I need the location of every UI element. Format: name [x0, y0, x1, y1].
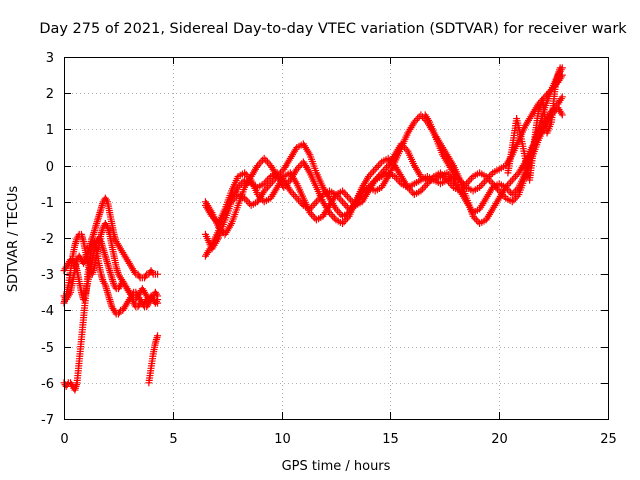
y-tick-label: -3 — [41, 268, 54, 283]
data-point-marker — [464, 178, 472, 186]
y-tick-label: -4 — [41, 304, 54, 319]
data-point-marker — [420, 183, 428, 191]
x-tick-label: 20 — [491, 432, 508, 447]
data-point-marker — [479, 180, 487, 188]
data-point-marker — [337, 196, 345, 204]
y-tick-label: 1 — [46, 123, 54, 138]
data-point-marker — [340, 200, 348, 208]
data-point-marker — [142, 272, 150, 280]
y-axis-label: SDTVAR / TECUs — [6, 186, 21, 293]
data-point-marker — [265, 182, 273, 190]
data-points — [60, 64, 566, 394]
data-point-marker — [263, 176, 271, 184]
data-point-marker — [558, 93, 566, 101]
data-point-marker — [260, 154, 268, 162]
data-point-marker — [154, 292, 162, 300]
y-tick-label: -1 — [41, 196, 54, 211]
x-tick-label: 15 — [382, 432, 399, 447]
data-point-marker — [409, 189, 417, 197]
data-point-marker — [345, 194, 353, 202]
data-point-marker — [370, 167, 378, 175]
data-point-marker — [510, 174, 518, 182]
data-point-marker — [268, 178, 276, 186]
data-point-marker — [466, 176, 474, 184]
x-tick-label: 0 — [60, 432, 68, 447]
y-tick-label: -2 — [41, 232, 54, 247]
plot-frame — [64, 57, 609, 420]
series-track-5 — [145, 332, 162, 387]
data-point-marker — [257, 158, 265, 166]
chart-title: Day 275 of 2021, Sidereal Day-to-day VTE… — [39, 21, 627, 37]
data-point-marker — [558, 111, 566, 119]
data-point-marker — [485, 176, 493, 184]
data-point-marker — [512, 172, 520, 180]
x-tick-label: 25 — [600, 432, 617, 447]
data-point-marker — [135, 272, 143, 280]
data-point-marker — [481, 178, 489, 186]
data-point-marker — [291, 192, 299, 200]
data-point-marker — [311, 200, 319, 208]
data-point-marker — [556, 64, 564, 72]
data-point-marker — [414, 115, 422, 123]
data-point-marker — [290, 191, 298, 199]
data-point-marker — [329, 212, 337, 220]
x-tick-label: 10 — [274, 432, 291, 447]
series-track-11 — [504, 64, 564, 184]
y-tick-label: 3 — [46, 51, 54, 66]
data-point-marker — [374, 162, 382, 170]
data-point-marker — [337, 210, 345, 218]
data-point-marker — [154, 299, 162, 307]
data-point-marker — [452, 172, 460, 180]
data-point-marker — [340, 218, 348, 226]
data-point-marker — [508, 176, 516, 184]
x-axis-label: GPS time / hours — [282, 459, 391, 474]
y-tick-label: 2 — [46, 87, 54, 102]
y-tick-label: -7 — [41, 413, 54, 428]
data-point-marker — [487, 178, 495, 186]
y-tick-label: -5 — [41, 341, 54, 356]
data-point-marker — [246, 200, 254, 208]
data-point-marker — [339, 198, 347, 206]
data-point-marker — [422, 182, 430, 190]
data-point-marker — [263, 158, 271, 166]
data-point-marker — [154, 332, 162, 340]
data-point-marker — [512, 187, 520, 195]
data-point-marker — [474, 218, 482, 226]
data-point-marker — [267, 180, 275, 188]
data-point-marker — [368, 169, 376, 177]
series-track-1 — [60, 194, 162, 304]
y-tick-label: 0 — [46, 160, 54, 175]
series-track-4 — [60, 234, 162, 311]
data-point-marker — [381, 165, 389, 173]
data-point-marker — [262, 156, 270, 164]
data-point-marker — [340, 189, 348, 197]
data-point-marker — [373, 163, 381, 171]
y-tick-label: -6 — [41, 377, 54, 392]
data-point-marker — [115, 308, 123, 316]
data-point-marker — [343, 192, 351, 200]
data-point-marker — [507, 178, 515, 186]
data-point-marker — [508, 191, 516, 199]
data-point-marker — [154, 270, 162, 278]
data-point-marker — [311, 214, 319, 222]
grid — [64, 57, 608, 419]
x-tick-label: 5 — [169, 432, 177, 447]
series-track-10 — [421, 111, 460, 180]
